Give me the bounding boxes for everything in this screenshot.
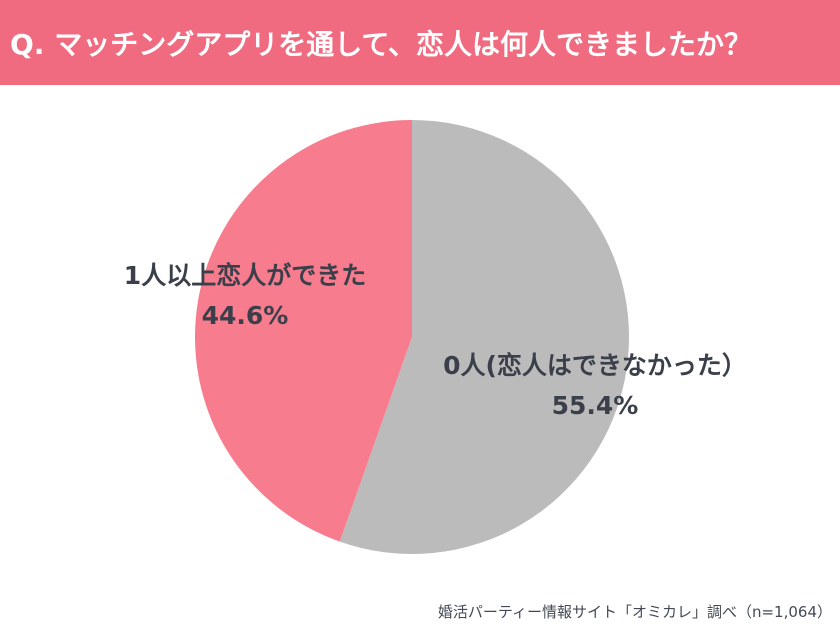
source-note: 婚活パーティー情報サイト「オミカレ」調べ（n=1,064） xyxy=(437,603,832,621)
pie-slice-none xyxy=(339,120,629,554)
slice-category-none: 0人(恋人はできなかった） xyxy=(443,351,747,380)
slice-percent-one-or-more: 44.6% xyxy=(201,301,289,330)
chart-title: Q. マッチングアプリを通して、恋人は何人できましたか？ xyxy=(10,27,752,61)
pie-slice-one-or-more xyxy=(195,120,412,542)
slice-category-one-or-more: 1人以上恋人ができた xyxy=(123,261,367,290)
slice-label-one-or-more: 1人以上恋人ができた 44.6% xyxy=(95,256,395,336)
title-banner: Q. マッチングアプリを通して、恋人は何人できましたか？ xyxy=(0,0,840,85)
slice-label-none: 0人(恋人はできなかった） 55.4% xyxy=(405,346,785,426)
slice-percent-none: 55.4% xyxy=(551,391,639,420)
